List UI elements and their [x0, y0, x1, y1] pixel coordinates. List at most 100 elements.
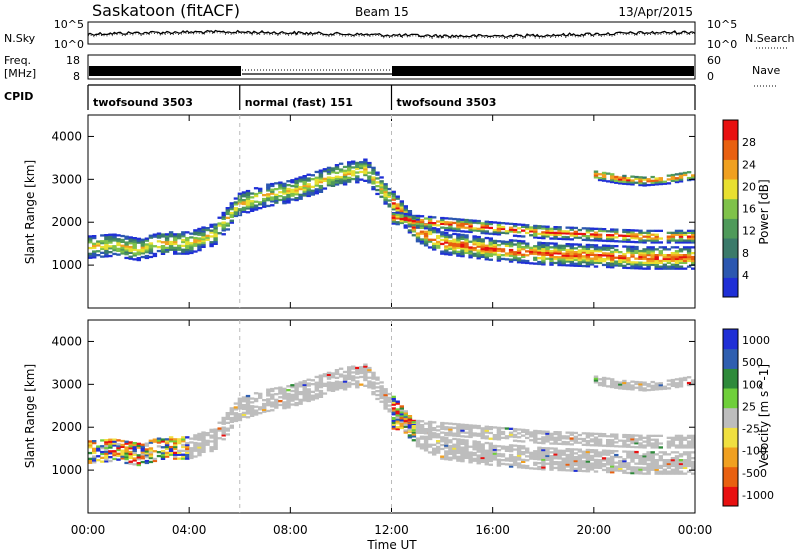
- power-cell: [253, 200, 259, 203]
- velocity-cell: [678, 436, 684, 439]
- velocity-cell: [444, 422, 449, 425]
- power-cell: [496, 227, 502, 230]
- velocity-cell: [448, 430, 453, 433]
- velocity-cell: [682, 378, 688, 382]
- power-cell: [185, 252, 190, 255]
- velocity-cell: [634, 442, 639, 445]
- power-cell: [249, 196, 255, 199]
- power-cell: [565, 252, 570, 255]
- velocity-cell: [512, 458, 518, 461]
- velocity-cell: [460, 440, 465, 443]
- power-cell: [201, 245, 206, 248]
- velocity-cell: [610, 467, 615, 470]
- velocity-cell: [670, 442, 676, 445]
- velocity-cell: [294, 403, 299, 407]
- velocity-cell: [638, 444, 643, 447]
- power-cell: [168, 246, 174, 249]
- velocity-cell: [306, 378, 311, 381]
- velocity-cell: [512, 439, 518, 442]
- power-cell: [375, 188, 380, 192]
- power-cell: [658, 254, 663, 257]
- power-cell: [626, 259, 631, 262]
- velocity-cell: [492, 448, 498, 451]
- power-cell: [148, 248, 154, 251]
- power-cell: [185, 250, 190, 253]
- power-cell: [270, 200, 275, 203]
- velocity-cell: [670, 472, 676, 475]
- velocity-cell: [634, 470, 639, 473]
- velocity-cell: [638, 442, 643, 445]
- power-cell: [642, 178, 647, 181]
- power-cell: [630, 261, 635, 264]
- velocity-cell: [233, 419, 239, 423]
- velocity-cell: [444, 438, 449, 441]
- velocity-cell: [606, 442, 611, 446]
- power-cell: [686, 248, 692, 251]
- power-cell: [452, 238, 457, 241]
- velocity-cell: [686, 436, 692, 439]
- power-cell: [298, 176, 303, 179]
- velocity-cell: [411, 419, 417, 423]
- power-cell: [351, 172, 356, 175]
- velocity-cell: [391, 419, 396, 422]
- velocity-cell: [395, 422, 400, 425]
- velocity-cell: [464, 445, 469, 448]
- power-cell: [148, 234, 154, 237]
- power-cells: [88, 158, 696, 270]
- power-cell: [290, 184, 295, 188]
- power-cell: [654, 248, 659, 251]
- velocity-cell: [427, 420, 433, 424]
- power-cell: [654, 177, 659, 180]
- velocity-cell: [334, 382, 340, 385]
- velocity-cell: [626, 437, 631, 441]
- power-cell: [156, 240, 162, 243]
- power-cell: [245, 193, 251, 196]
- power-cell: [205, 234, 210, 237]
- power-cell: [553, 261, 558, 265]
- velocity-cell: [330, 372, 336, 375]
- power-cell: [347, 163, 352, 166]
- velocity-cell: [347, 372, 352, 375]
- power-cell: [185, 248, 190, 251]
- power-cell: [338, 170, 344, 173]
- power-cell: [686, 250, 692, 253]
- power-cell: [585, 237, 591, 240]
- velocity-colorbar-segment: [723, 329, 738, 350]
- velocity-cell: [274, 398, 279, 401]
- power-colorbar-segment: [723, 238, 738, 259]
- power-cell: [500, 248, 506, 251]
- power-cell: [108, 235, 113, 238]
- power-cell: [691, 259, 696, 263]
- power-cell: [298, 187, 303, 191]
- power-cell: [302, 180, 307, 183]
- velocity-cell: [334, 376, 340, 379]
- velocity-cell: [448, 441, 453, 444]
- power-cell: [541, 259, 546, 262]
- velocity-cell: [638, 438, 643, 441]
- power-cell: [258, 201, 263, 204]
- velocity-cell: [326, 383, 332, 386]
- velocity-cell: [237, 397, 243, 400]
- power-cell: [472, 219, 477, 222]
- power-cell: [557, 250, 562, 253]
- velocity-cell: [654, 440, 659, 443]
- velocity-cell: [541, 466, 546, 469]
- velocity-cell: [662, 468, 667, 471]
- velocity-cell: [371, 377, 376, 380]
- power-cell: [642, 250, 647, 253]
- velocity-cell: [403, 414, 408, 417]
- power-cell: [177, 235, 182, 238]
- power-cell: [472, 239, 477, 242]
- power-cell: [529, 228, 534, 231]
- velocity-cell: [488, 427, 493, 431]
- power-cell: [686, 178, 692, 182]
- power-cell: [577, 253, 582, 256]
- power-cell: [347, 169, 352, 172]
- power-cell: [298, 178, 303, 181]
- velocity-cell: [678, 377, 684, 380]
- power-cell: [593, 244, 599, 247]
- power-cell: [448, 247, 453, 250]
- velocity-cell: [177, 453, 182, 456]
- velocity-cell: [104, 452, 109, 455]
- power-cell: [674, 257, 680, 261]
